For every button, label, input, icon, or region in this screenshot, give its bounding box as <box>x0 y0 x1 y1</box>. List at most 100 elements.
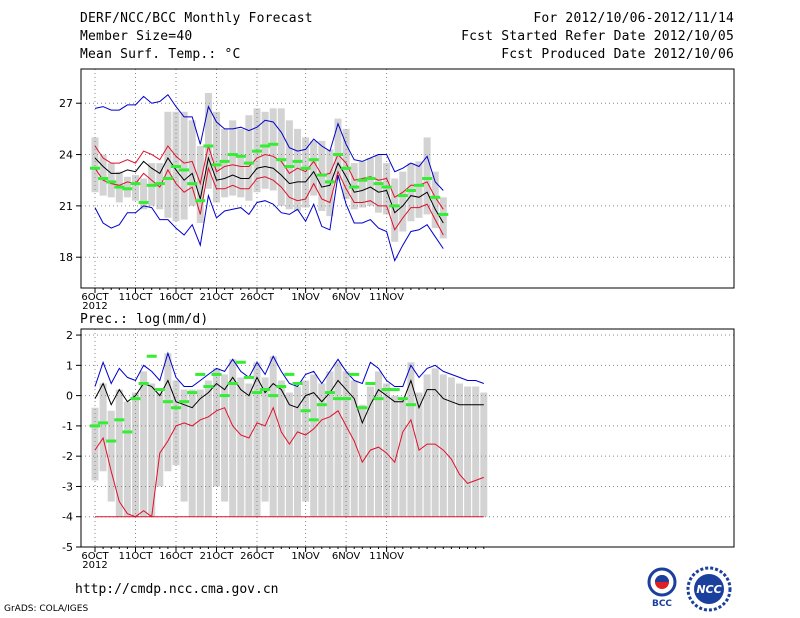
prec-ytick-label: -4 <box>62 511 73 524</box>
prec-ensemble-box <box>277 380 285 517</box>
prec-xtick-label: 6OCT <box>81 551 109 562</box>
temp-year-label: 2012 <box>82 301 107 312</box>
prec-xtick-label: 11OCT <box>119 551 154 562</box>
ncc-logo: NCC <box>686 566 732 612</box>
prec-ensemble-box <box>140 371 148 517</box>
prec-ensemble-mean-line <box>94 376 484 425</box>
prec-ensemble-box <box>423 374 431 517</box>
temp-ensemble-box <box>99 154 107 196</box>
prec-frame <box>80 328 735 548</box>
prec-ensemble-box <box>456 383 463 517</box>
bcc-logo: BCC <box>647 567 677 609</box>
prec-ensemble-box <box>180 389 188 502</box>
temp-ytick-label: 24 <box>59 149 73 162</box>
prec-mean-spread-line <box>94 406 484 518</box>
temp-ensemble-box <box>188 120 196 206</box>
prec-ensemble-box <box>213 368 220 487</box>
temp-ensemble-box <box>164 111 172 218</box>
prec-ensemble-box <box>188 389 196 517</box>
temp-ensemble-box <box>423 137 431 215</box>
temp-xtick-label: 21OCT <box>200 292 235 303</box>
prec-ensemble-box <box>245 383 253 517</box>
prec-ensemble-max-line <box>94 351 484 388</box>
prec-xtick-label: 26OCT <box>240 551 275 562</box>
prec-ensemble-box <box>447 377 455 517</box>
prec-ytick-label: 0 <box>66 390 73 403</box>
prec-ensemble-box <box>472 386 480 517</box>
temp-ensemble-box <box>358 161 366 208</box>
prec-ensemble-box <box>326 371 334 517</box>
temp-ensemble-box <box>107 163 115 198</box>
ncc-logo-text: NCC <box>696 583 721 596</box>
prec-ensemble-box <box>196 389 204 517</box>
temp-frame <box>80 68 735 289</box>
temp-ensemble-min-line <box>94 174 444 262</box>
temp-ensemble-box <box>302 137 310 208</box>
prec-xtick-label: 1NOV <box>291 551 320 562</box>
prec-ensemble-box <box>261 377 269 502</box>
prec-ensemble-box <box>229 359 237 517</box>
prec-ensemble-box <box>99 383 107 472</box>
prec-ensemble-box <box>358 404 366 517</box>
temp-xtick-label: 16OCT <box>159 292 194 303</box>
temp-ensemble-box <box>366 157 374 206</box>
prec-ensemble-box <box>464 386 472 517</box>
temp-ensemble-box <box>431 171 439 229</box>
chart-title: DERF/NCC/BCC Monthly Forecast <box>80 11 313 26</box>
prec-ensemble-box <box>91 407 99 481</box>
temp-ytick-label: 18 <box>59 251 73 264</box>
temp-ensemble-box <box>180 111 188 220</box>
prec-ytick-label: 2 <box>66 329 73 342</box>
temp-xtick-label: 6OCT <box>81 292 109 303</box>
temp-xtick-label: 1NOV <box>291 292 320 303</box>
temp-ensemble-box <box>229 120 237 196</box>
prec-ensemble-box <box>415 392 423 517</box>
temperature-panel: 18 21 24 27 6OCT 11OCT 16OCT 21OCT 26OCT 1NOV 6NOV… <box>59 68 735 312</box>
temp-ensemble-box <box>204 92 212 189</box>
temp-mean-spread-line <box>94 166 444 236</box>
temp-ensemble-box <box>310 140 318 196</box>
temp-ensemble-box <box>132 175 139 201</box>
temp-ensemble-box <box>277 108 285 206</box>
prec-ensemble-box <box>148 383 156 517</box>
prec-ytick-label: -2 <box>62 450 73 463</box>
temp-xtick-label: 6NOV <box>332 292 361 303</box>
prec-ensemble-box <box>269 356 277 517</box>
temp-ensemble-box <box>285 120 293 210</box>
temp-ensemble-box <box>391 178 399 242</box>
temp-ensemble-box <box>334 118 342 181</box>
prec-ensemble-box <box>318 383 326 517</box>
prec-xtick-label: 16OCT <box>159 551 194 562</box>
temp-ensemble-box <box>383 163 391 215</box>
prec-ensemble-box <box>204 380 212 517</box>
prec-ensemble-box <box>342 371 350 517</box>
prec-ensemble-box <box>399 398 407 517</box>
prec-ensemble-box <box>407 362 415 517</box>
source-url[interactable]: http://cmdp.ncc.cma.gov.cn <box>75 582 279 597</box>
temp-ensemble-box <box>269 108 277 191</box>
prec-year-label: 2012 <box>82 560 107 571</box>
prec-ytick-label: -5 <box>62 541 73 554</box>
forecast-start-date: Fcst Started Refer Date 2012/10/05 <box>461 29 734 44</box>
temp-xtick-label: 11NOV <box>369 292 404 303</box>
temp-ensemble-box <box>237 128 245 198</box>
prec-xtick-label: 11NOV <box>369 551 404 562</box>
temp-ytick-label: 21 <box>59 200 73 213</box>
prec-xtick-label: 21OCT <box>200 551 235 562</box>
prec-ensemble-box <box>253 362 261 517</box>
temp-ensemble-box <box>221 128 229 198</box>
prec-ytick-label: -1 <box>62 420 73 433</box>
temp-ensemble-box <box>294 128 301 212</box>
prec-ensemble-box <box>107 410 115 502</box>
temp-ensemble-box <box>123 176 131 198</box>
prec-ytick-label: -3 <box>62 480 73 493</box>
prec-ensemble-box <box>480 392 488 517</box>
prec-ensemble-box <box>375 371 382 517</box>
prec-ensemble-box <box>439 374 447 517</box>
prec-ensemble-box <box>132 392 139 517</box>
temp-ensemble-box <box>245 115 253 201</box>
prec-ensemble-box <box>294 386 301 517</box>
prec-ensemble-box <box>391 395 399 517</box>
